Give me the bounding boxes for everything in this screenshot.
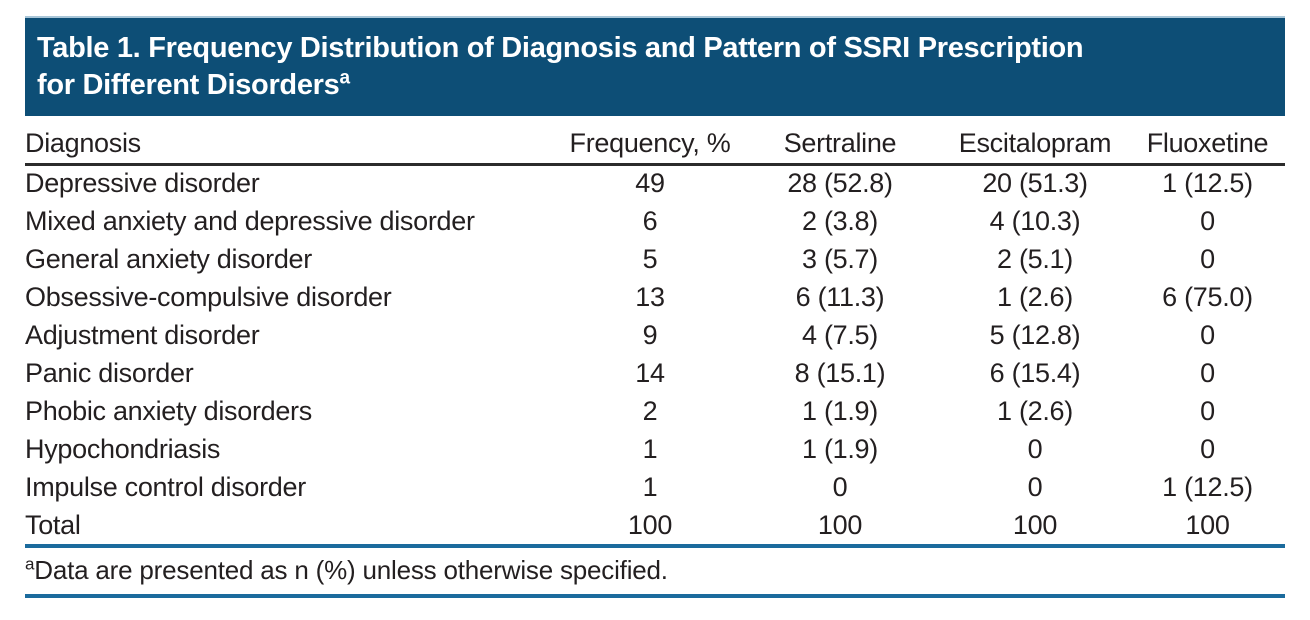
table-row: Impulse control disorder 1 0 0 1 (12.5) bbox=[25, 468, 1285, 506]
cell-fluoxetine: 1 (12.5) bbox=[1162, 168, 1253, 199]
cell-fluoxetine: 0 bbox=[1200, 395, 1215, 426]
cell-frequency: 2 bbox=[642, 395, 658, 426]
cell-diagnosis: Depressive disorder bbox=[25, 168, 260, 199]
table-row: Hypochondriasis 1 1 (1.9) 0 0 bbox=[25, 430, 1285, 468]
col-header-fluoxetine: Fluoxetine bbox=[1130, 124, 1285, 166]
cell-escitalopram: 20 (51.3) bbox=[982, 168, 1088, 199]
cell-diagnosis: Impulse control disorder bbox=[25, 471, 306, 502]
footnote-text: Data are presented as n (%) unless other… bbox=[34, 555, 668, 585]
title-footnote-marker: a bbox=[339, 67, 351, 89]
cell-sertraline: 1 (1.9) bbox=[802, 433, 878, 464]
col-header-diagnosis: Diagnosis bbox=[25, 124, 560, 166]
cell-escitalopram: 0 bbox=[1027, 471, 1043, 502]
table-row: General anxiety disorder 5 3 (5.7) 2 (5.… bbox=[25, 240, 1285, 278]
table-row-total: Total 100 100 100 100 bbox=[25, 506, 1285, 544]
footnote-marker: a bbox=[25, 554, 35, 574]
table-row: Mixed anxiety and depressive disorder 6 … bbox=[25, 202, 1285, 240]
cell-fluoxetine: 100 bbox=[1185, 509, 1230, 540]
cell-diagnosis: Mixed anxiety and depressive disorder bbox=[25, 205, 475, 236]
cell-escitalopram: 100 bbox=[1012, 509, 1058, 540]
cell-diagnosis: Hypochondriasis bbox=[25, 433, 221, 464]
cell-escitalopram: 0 bbox=[1027, 433, 1043, 464]
table-row: Obsessive-compulsive disorder 13 6 (11.3… bbox=[25, 278, 1285, 316]
cell-fluoxetine: 0 bbox=[1200, 205, 1215, 236]
data-table: Diagnosis Frequency, % Sertraline Escita… bbox=[25, 124, 1285, 544]
cell-frequency: 5 bbox=[642, 243, 658, 274]
table-title-line2-text: for Different Disorders bbox=[37, 69, 340, 101]
cell-sertraline: 0 bbox=[832, 471, 848, 502]
table-row: Phobic anxiety disorders 2 1 (1.9) 1 (2.… bbox=[25, 392, 1285, 430]
cell-escitalopram: 6 (15.4) bbox=[989, 357, 1081, 388]
cell-frequency: 100 bbox=[627, 509, 673, 540]
cell-escitalopram: 2 (5.1) bbox=[997, 243, 1073, 274]
cell-fluoxetine: 0 bbox=[1200, 243, 1215, 274]
col-header-escitalopram: Escitalopram bbox=[940, 124, 1130, 166]
cell-diagnosis: Phobic anxiety disorders bbox=[25, 395, 312, 426]
cell-sertraline: 3 (5.7) bbox=[802, 243, 878, 274]
cell-escitalopram: 5 (12.8) bbox=[989, 319, 1081, 350]
cell-frequency: 1 bbox=[642, 471, 658, 502]
header-row: Diagnosis Frequency, % Sertraline Escita… bbox=[25, 124, 1285, 166]
table-body: Depressive disorder 49 28 (52.8) 20 (51.… bbox=[25, 164, 1285, 544]
cell-fluoxetine: 6 (75.0) bbox=[1162, 281, 1253, 312]
table-header: Diagnosis Frequency, % Sertraline Escita… bbox=[25, 124, 1285, 166]
table-row: Depressive disorder 49 28 (52.8) 20 (51.… bbox=[25, 164, 1285, 202]
cell-sertraline: 6 (11.3) bbox=[795, 281, 885, 312]
table-title-line2: for Different Disordersa bbox=[37, 67, 1285, 104]
cell-frequency: 6 bbox=[642, 205, 658, 236]
cell-sertraline: 1 (1.9) bbox=[802, 395, 878, 426]
table-footnote: aData are presented as n (%) unless othe… bbox=[25, 544, 1285, 598]
cell-diagnosis: Adjustment disorder bbox=[25, 319, 260, 350]
col-header-sertraline: Sertraline bbox=[740, 124, 940, 166]
cell-fluoxetine: 0 bbox=[1200, 319, 1215, 350]
cell-fluoxetine: 1 (12.5) bbox=[1162, 471, 1253, 502]
cell-frequency: 13 bbox=[635, 281, 665, 312]
cell-sertraline: 8 (15.1) bbox=[794, 357, 886, 388]
cell-diagnosis: Obsessive-compulsive disorder bbox=[25, 281, 392, 312]
table-row: Adjustment disorder 9 4 (7.5) 5 (12.8) 0 bbox=[25, 316, 1285, 354]
cell-escitalopram: 1 (2.6) bbox=[997, 395, 1073, 426]
cell-sertraline: 100 bbox=[817, 509, 863, 540]
table-title-block: Table 1. Frequency Distribution of Diagn… bbox=[25, 16, 1285, 116]
cell-fluoxetine: 0 bbox=[1200, 357, 1215, 388]
cell-diagnosis: General anxiety disorder bbox=[25, 243, 312, 274]
cell-diagnosis: Panic disorder bbox=[25, 357, 194, 388]
cell-escitalopram: 1 (2.6) bbox=[997, 281, 1073, 312]
cell-frequency: 14 bbox=[635, 357, 665, 388]
cell-escitalopram: 4 (10.3) bbox=[989, 205, 1081, 236]
table-row: Panic disorder 14 8 (15.1) 6 (15.4) 0 bbox=[25, 354, 1285, 392]
cell-sertraline: 28 (52.8) bbox=[787, 168, 893, 199]
table-title-line1: Table 1. Frequency Distribution of Diagn… bbox=[37, 32, 1084, 64]
cell-frequency: 49 bbox=[635, 168, 665, 199]
cell-frequency: 9 bbox=[642, 319, 658, 350]
cell-fluoxetine: 0 bbox=[1200, 433, 1215, 464]
col-header-frequency: Frequency, % bbox=[560, 124, 740, 166]
cell-sertraline: 4 (7.5) bbox=[802, 319, 878, 350]
cell-sertraline: 2 (3.8) bbox=[802, 205, 878, 236]
cell-diagnosis: Total bbox=[25, 509, 81, 540]
cell-frequency: 1 bbox=[642, 433, 658, 464]
